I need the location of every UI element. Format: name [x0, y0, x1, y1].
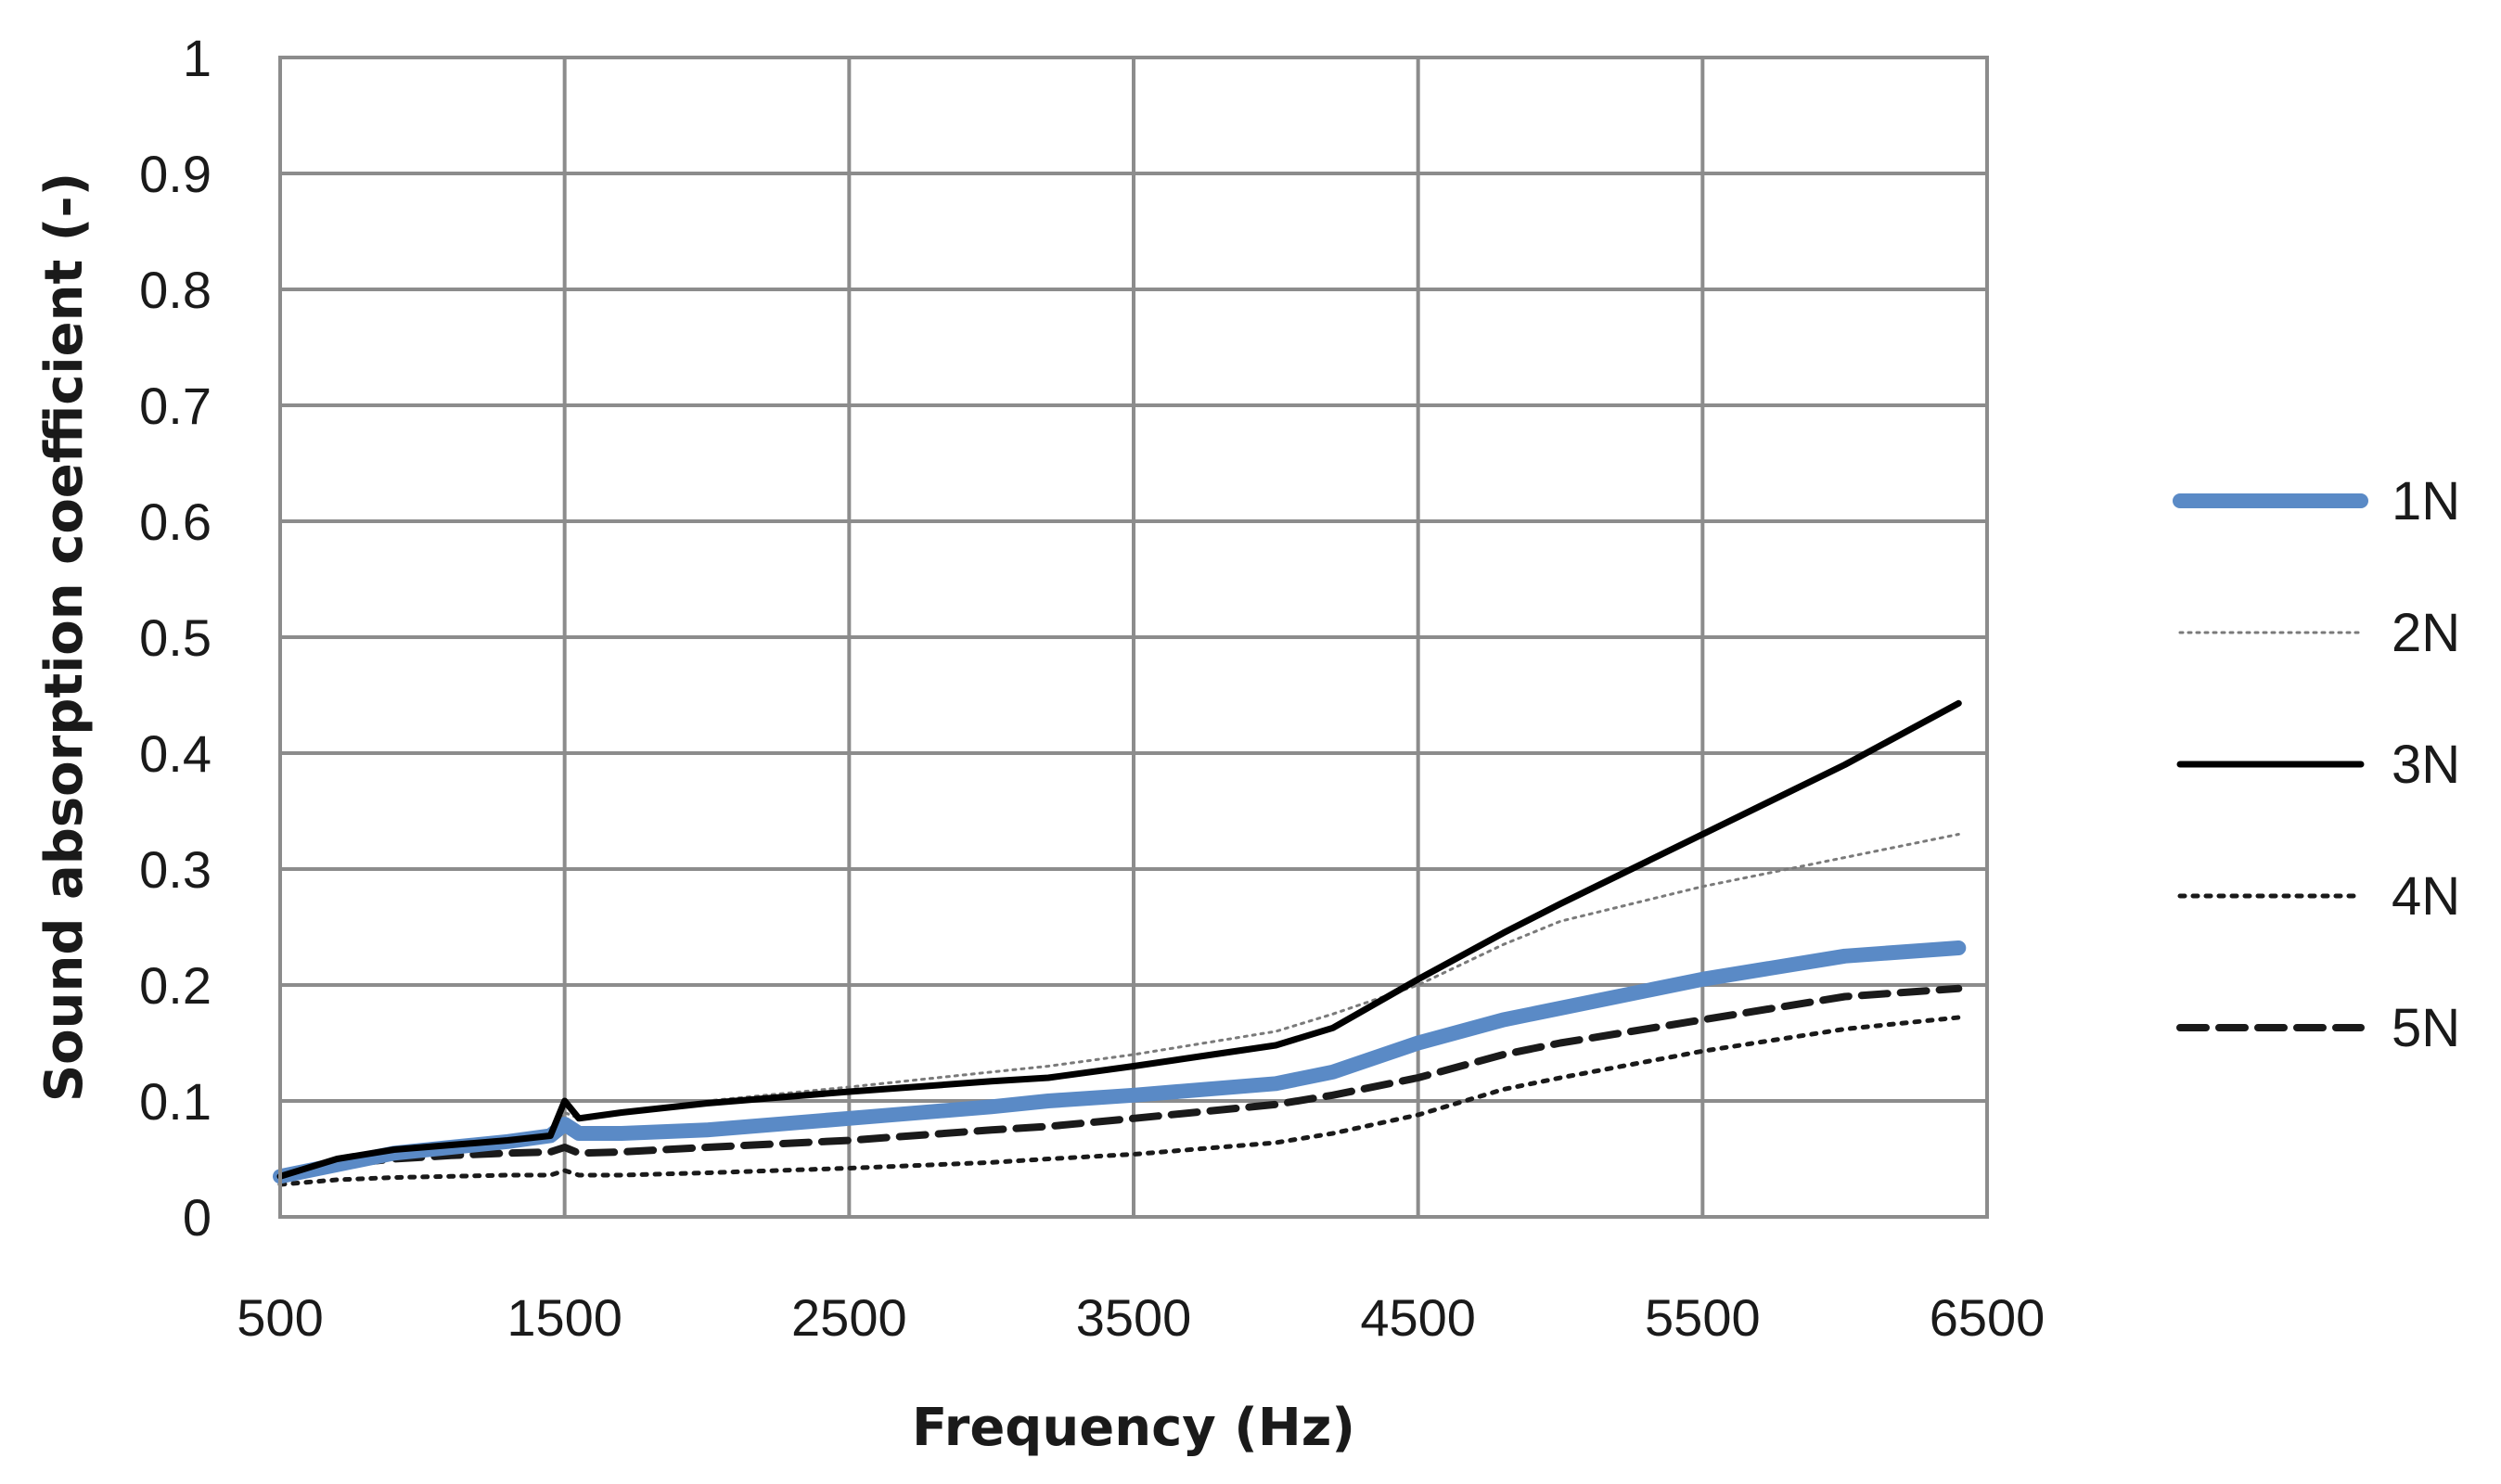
- x-tick-label: 1500: [507, 1288, 622, 1347]
- gridlines: [278, 56, 1989, 1219]
- y-tick-label: 0.3: [139, 840, 212, 899]
- y-tick-label: 0.4: [139, 724, 212, 783]
- x-tick-label: 2500: [791, 1288, 907, 1347]
- legend-label-1N: 1N: [2392, 471, 2460, 531]
- y-tick-label: 1: [183, 29, 212, 87]
- x-tick-label: 5500: [1645, 1288, 1761, 1347]
- y-tick-label: 0: [183, 1188, 212, 1247]
- y-tick-label: 0.1: [139, 1072, 212, 1131]
- y-axis-title: Sound absorption coefficient (-): [34, 173, 95, 1102]
- y-tick-label: 0.7: [139, 377, 212, 435]
- legend-label-4N: 4N: [2392, 866, 2460, 927]
- series-lines: [273, 699, 1967, 1187]
- legend-label-5N: 5N: [2392, 998, 2460, 1058]
- legend-label-3N: 3N: [2392, 735, 2460, 795]
- series-line-4N: [277, 1015, 1961, 1187]
- x-tick-label: 500: [237, 1288, 323, 1347]
- series-line-3N: [276, 699, 1962, 1180]
- y-tick-label: 0.2: [139, 956, 212, 1015]
- y-axis-ticks: 0 0.1 0.2 0.3 0.4 0.5 0.6 0.7 0.8 0.9 1: [139, 29, 212, 1247]
- y-tick-label: 0.6: [139, 493, 212, 551]
- x-tick-label: 6500: [1930, 1288, 2046, 1347]
- legend: 1N 2N 3N 4N 5N: [2173, 471, 2460, 1058]
- plot-area-frame: [278, 56, 1989, 1219]
- series-line-2N: [278, 833, 1960, 1178]
- legend-label-2N: 2N: [2392, 603, 2460, 663]
- x-axis-title: Frequency (Hz): [912, 1398, 1355, 1458]
- y-tick-label: 0.5: [139, 608, 212, 667]
- series-line-5N: [276, 984, 1963, 1181]
- x-tick-label: 3500: [1076, 1288, 1192, 1347]
- x-axis-ticks: 500 1500 2500 3500 4500 5500 6500: [237, 1288, 2045, 1347]
- y-tick-label: 0.8: [139, 261, 212, 319]
- x-tick-label: 4500: [1360, 1288, 1476, 1347]
- series-line-1N: [273, 940, 1967, 1184]
- y-tick-label: 0.9: [139, 145, 212, 203]
